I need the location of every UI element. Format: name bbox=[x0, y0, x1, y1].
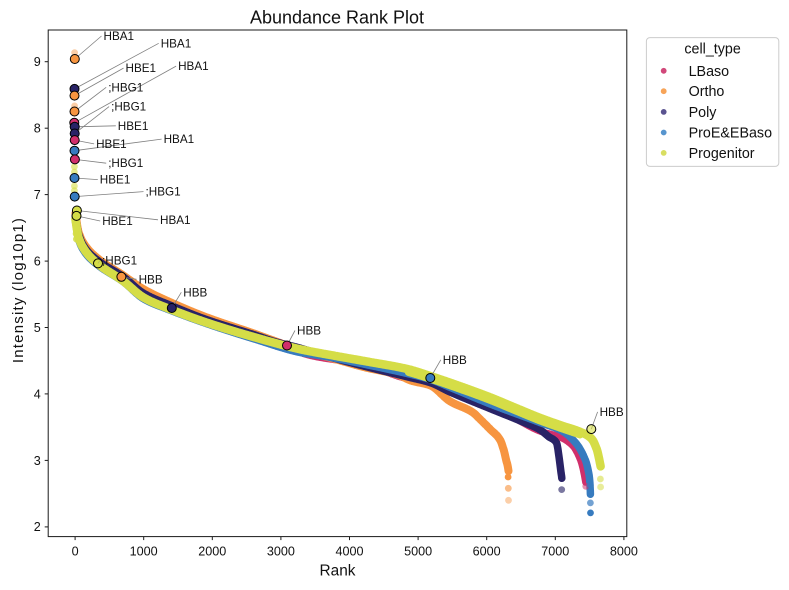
svg-text:2: 2 bbox=[34, 520, 41, 534]
svg-text:5: 5 bbox=[34, 321, 41, 335]
svg-text:6000: 6000 bbox=[473, 545, 501, 559]
svg-text:7: 7 bbox=[34, 188, 41, 202]
svg-text:HBB: HBB bbox=[183, 286, 207, 299]
svg-text:1000: 1000 bbox=[130, 545, 158, 559]
svg-text:;HBG1: ;HBG1 bbox=[102, 254, 137, 267]
svg-text:;HBG1: ;HBG1 bbox=[108, 81, 143, 94]
svg-text:4: 4 bbox=[34, 387, 41, 401]
svg-text:5000: 5000 bbox=[404, 545, 432, 559]
svg-text:HBB: HBB bbox=[139, 273, 163, 286]
svg-text:cell_type: cell_type bbox=[684, 42, 740, 58]
svg-text:HBE1: HBE1 bbox=[102, 215, 133, 228]
svg-text:Poly: Poly bbox=[689, 105, 718, 121]
svg-text:;HBG1: ;HBG1 bbox=[146, 186, 181, 199]
svg-text:3: 3 bbox=[34, 454, 41, 468]
svg-text:Progenitor: Progenitor bbox=[689, 146, 755, 162]
svg-text:8000: 8000 bbox=[610, 545, 638, 559]
svg-text:HBA1: HBA1 bbox=[164, 133, 195, 146]
svg-text:;HBG1: ;HBG1 bbox=[108, 157, 143, 170]
svg-text:Ortho: Ortho bbox=[689, 84, 725, 100]
svg-text:HBA1: HBA1 bbox=[178, 60, 209, 73]
svg-text:Intensity (log10p1): Intensity (log10p1) bbox=[10, 217, 27, 363]
svg-text:HBA1: HBA1 bbox=[161, 37, 192, 50]
svg-text:8: 8 bbox=[34, 122, 41, 136]
svg-text:HBE1: HBE1 bbox=[126, 62, 157, 75]
svg-text:HBE1: HBE1 bbox=[118, 120, 149, 133]
svg-text:0: 0 bbox=[72, 545, 79, 559]
svg-text:2000: 2000 bbox=[198, 545, 226, 559]
svg-text:7000: 7000 bbox=[541, 545, 569, 559]
svg-text:3000: 3000 bbox=[267, 545, 295, 559]
svg-text:HBA1: HBA1 bbox=[160, 214, 191, 227]
svg-text:9: 9 bbox=[34, 55, 41, 69]
svg-text:HBA1: HBA1 bbox=[104, 30, 135, 43]
svg-text:HBB: HBB bbox=[443, 354, 467, 367]
svg-text:ProE&EBaso: ProE&EBaso bbox=[689, 126, 772, 142]
svg-text:HBB: HBB bbox=[297, 325, 321, 338]
svg-text:HBB: HBB bbox=[600, 406, 624, 419]
svg-text:4000: 4000 bbox=[335, 545, 363, 559]
svg-text:Abundance Rank Plot: Abundance Rank Plot bbox=[250, 8, 424, 28]
svg-text:HBE1: HBE1 bbox=[96, 138, 127, 151]
svg-text:6: 6 bbox=[34, 254, 41, 268]
svg-text:Rank: Rank bbox=[320, 563, 356, 580]
svg-text:HBE1: HBE1 bbox=[100, 174, 131, 187]
svg-text:LBaso: LBaso bbox=[689, 64, 730, 80]
svg-text:;HBG1: ;HBG1 bbox=[111, 101, 146, 114]
